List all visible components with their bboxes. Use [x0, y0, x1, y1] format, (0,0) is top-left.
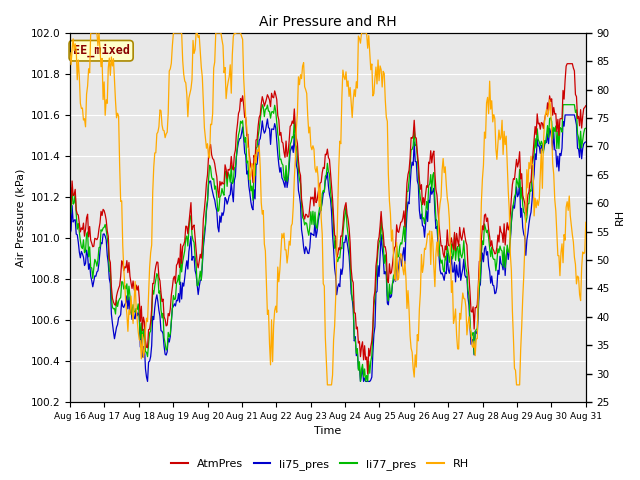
Y-axis label: Air Pressure (kPa): Air Pressure (kPa): [15, 168, 25, 266]
Text: EE_mixed: EE_mixed: [72, 44, 130, 58]
Title: Air Pressure and RH: Air Pressure and RH: [259, 15, 397, 29]
Legend: AtmPres, li75_pres, li77_pres, RH: AtmPres, li75_pres, li77_pres, RH: [166, 455, 474, 474]
X-axis label: Time: Time: [314, 426, 342, 436]
Y-axis label: RH: RH: [615, 209, 625, 226]
